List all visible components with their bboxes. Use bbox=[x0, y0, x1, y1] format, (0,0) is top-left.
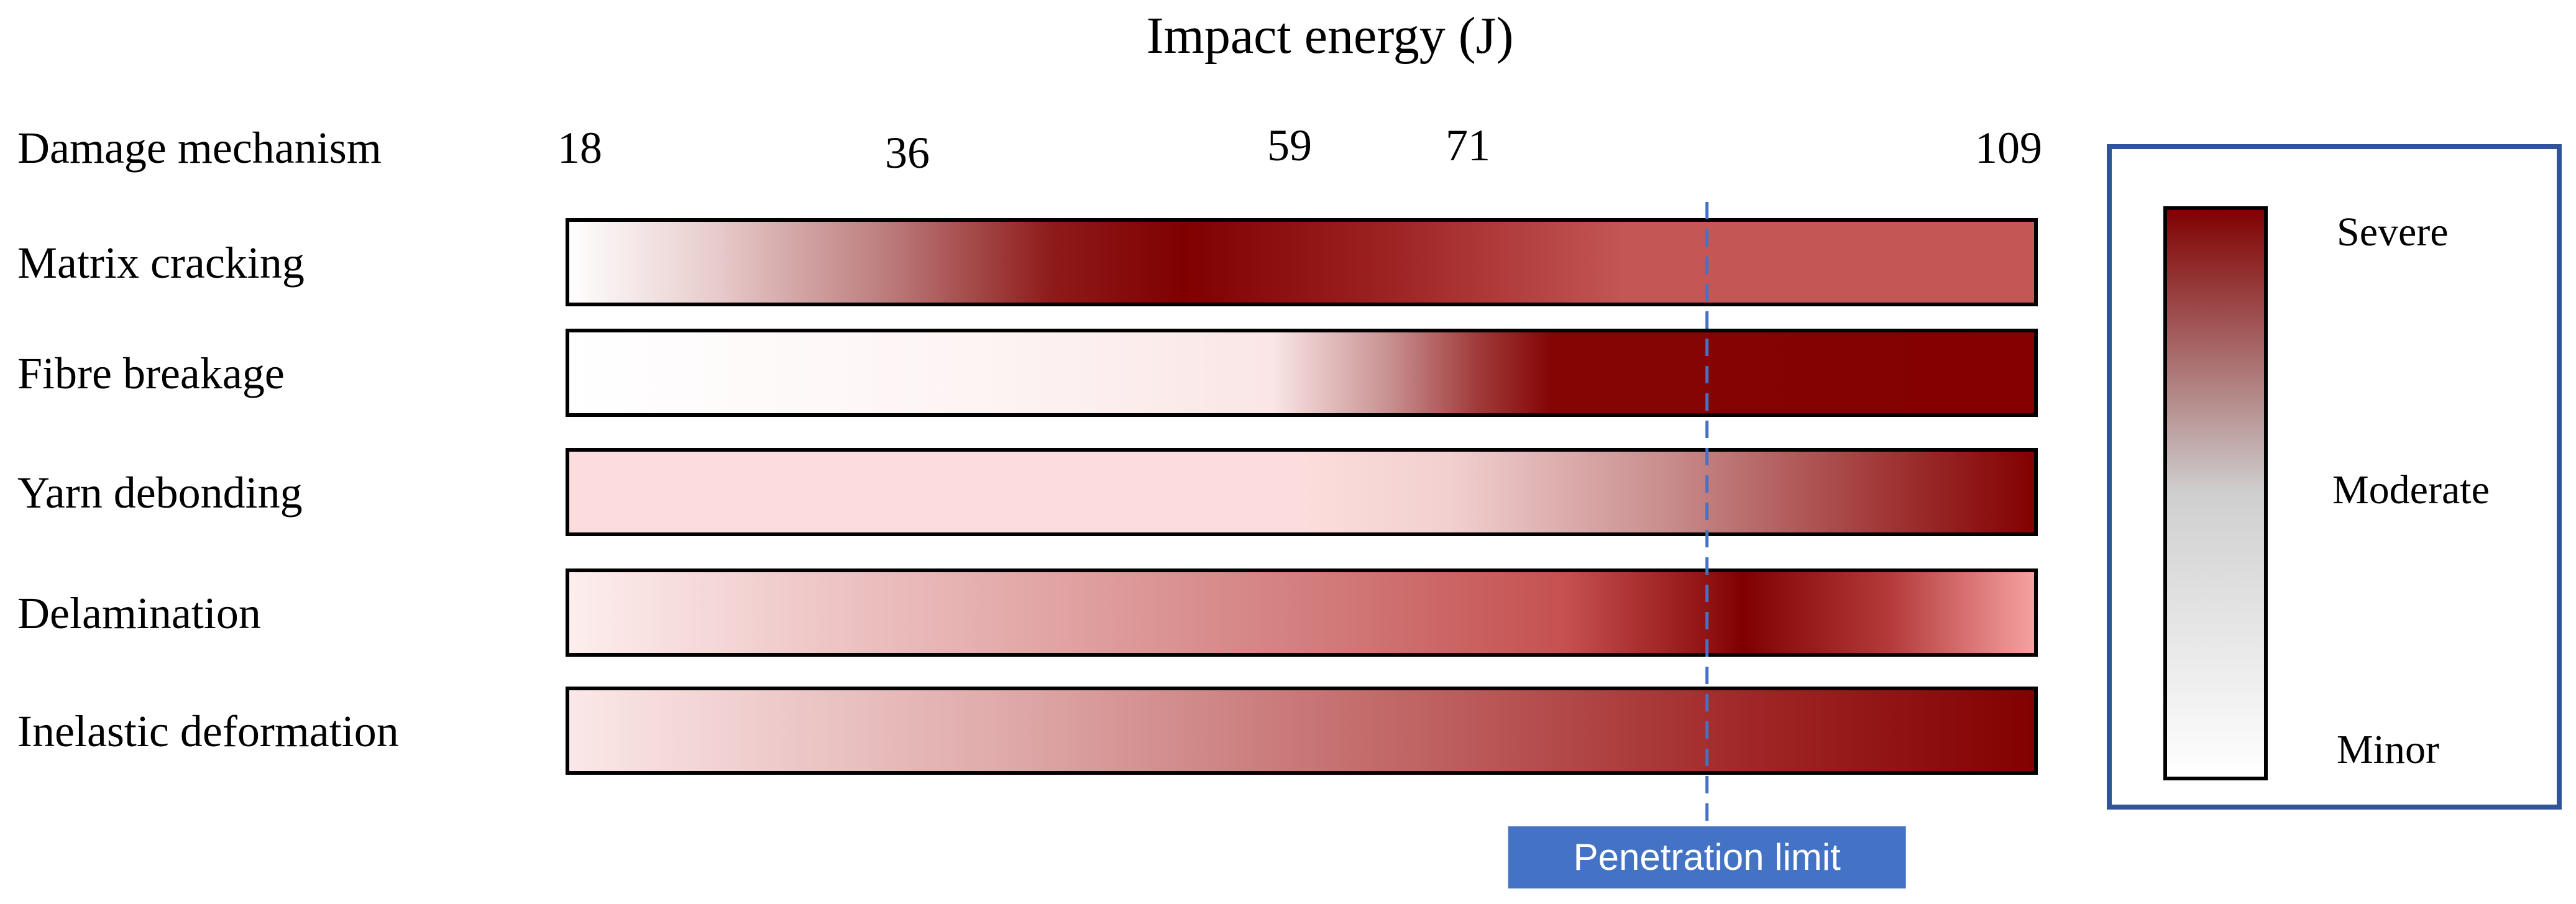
severity-bar-inelastic-deformation bbox=[566, 687, 2038, 775]
energy-tick-109: 109 bbox=[1975, 123, 2042, 173]
mechanism-label-delamination: Delamination bbox=[17, 588, 261, 638]
mechanism-label-inelastic-deformation: Inelastic deformation bbox=[17, 706, 399, 756]
severity-bar-yarn-debonding bbox=[566, 448, 2038, 536]
severity-bar-delamination bbox=[566, 568, 2038, 657]
mechanism-label-yarn-debonding: Yarn debonding bbox=[17, 468, 303, 518]
mechanism-rows: Matrix cracking Fibre breakage Yarn debond… bbox=[17, 218, 2038, 775]
severity-legend: Severe Moderate Minor bbox=[2107, 144, 2562, 810]
severity-bar-matrix-cracking bbox=[566, 218, 2038, 306]
energy-tick-59: 59 bbox=[1267, 121, 1312, 170]
mechanism-label-fibre-breakage: Fibre breakage bbox=[17, 349, 285, 398]
energy-tick-71: 71 bbox=[1446, 121, 1490, 170]
energy-tick-18: 18 bbox=[557, 123, 602, 173]
energy-tick-36: 36 bbox=[885, 128, 930, 178]
legend-label-minor: Minor bbox=[2337, 727, 2439, 772]
row-header: Damage mechanism bbox=[17, 123, 382, 173]
legend-frame bbox=[2107, 144, 2562, 810]
penetration-limit-marker: Penetration limit bbox=[1508, 202, 1906, 888]
penetration-limit-label: Penetration limit bbox=[1574, 836, 1841, 878]
legend-label-moderate: Moderate bbox=[2332, 467, 2490, 513]
energy-tick-labels: 18 36 59 71 109 bbox=[557, 121, 2042, 178]
diagram-title: Impact energy (J) bbox=[1147, 7, 1514, 65]
penetration-limit-box bbox=[1508, 826, 1906, 888]
mechanism-label-matrix-cracking: Matrix cracking bbox=[17, 238, 305, 288]
legend-label-severe: Severe bbox=[2337, 209, 2449, 255]
severity-bar-fibre-breakage bbox=[566, 329, 2038, 417]
legend-color-scale bbox=[2163, 206, 2268, 780]
